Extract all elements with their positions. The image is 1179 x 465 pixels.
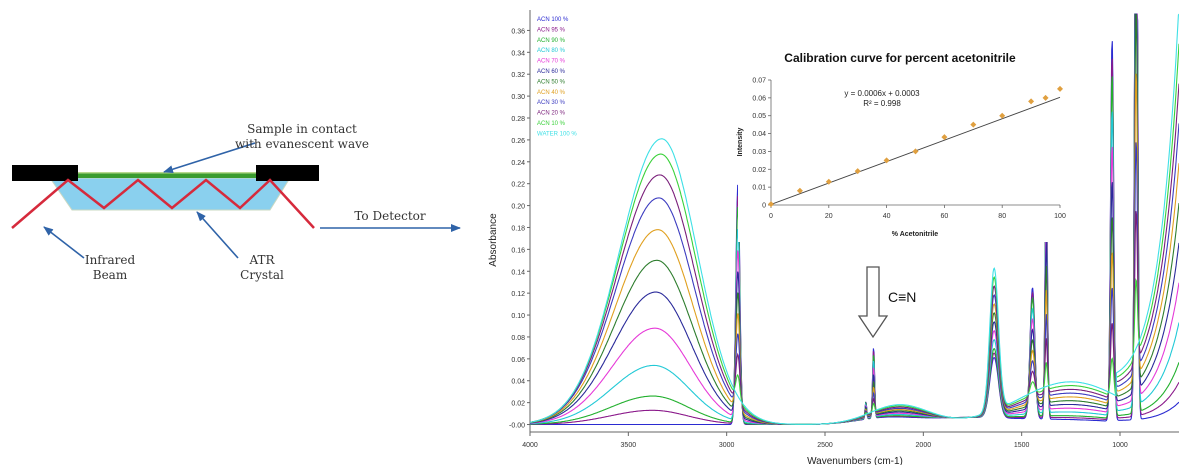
- sample-label-line1: Sample in contact: [247, 122, 357, 136]
- spectrum-y-axis-label: Absorbance: [488, 213, 499, 267]
- cn-label: C≡N: [888, 289, 916, 305]
- spectrum-y-tick-label: 0.30: [511, 94, 525, 101]
- calibration-data-point: [825, 178, 832, 185]
- spectrum-x-tick-label: 1500: [1014, 442, 1030, 449]
- spectrum-y-tick-label: 0.14: [511, 269, 525, 276]
- sample-label-line2: with evanescent wave: [235, 137, 369, 151]
- calibration-x-tick-label: 60: [941, 213, 949, 220]
- spectrum-y-tick-label: 0.20: [511, 204, 525, 211]
- calibration-data-point: [999, 112, 1006, 119]
- calibration-x-tick-label: 80: [998, 213, 1006, 220]
- spectrum-x-tick-label: 3500: [621, 442, 637, 449]
- calibration-data-point: [1057, 85, 1063, 92]
- sample-layer: [78, 173, 256, 178]
- calibration-data-point: [796, 187, 803, 194]
- spectrum-legend-item: ACN 30 %: [537, 100, 566, 106]
- calibration-r2: R² = 0.998: [863, 99, 901, 108]
- calibration-background: [738, 42, 1070, 242]
- spectrum-y-tick-label: -0.00: [509, 423, 525, 430]
- ir-beam-label-line1: Infrared: [85, 253, 136, 267]
- calibration-x-tick-label: 20: [825, 213, 833, 220]
- calibration-x-tick-label: 100: [1054, 213, 1066, 220]
- spectrum-x-tick-label: 1000: [1112, 442, 1128, 449]
- spectrum-y-tick-label: 0.02: [511, 401, 525, 408]
- spectrum-y-tick-label: 0.12: [511, 291, 525, 298]
- calibration-title: Calibration curve for percent acetonitri…: [784, 51, 1016, 65]
- spectrum-x-axis-label: Wavenumbers (cm-1): [807, 456, 903, 465]
- infrared-beam-path: [11, 178, 315, 229]
- cn-stretch-annotation: C≡N: [857, 266, 916, 339]
- calibration-x-tick-label: 40: [883, 213, 891, 220]
- spectrum-x-tick-label: 2500: [817, 442, 833, 449]
- calibration-y-tick-label: 0.03: [752, 149, 766, 156]
- spectrum-y-tick-label: 0.10: [511, 313, 525, 320]
- calibration-data-point: [768, 201, 774, 208]
- calibration-curve-inset: Calibration curve for percent acetonitri…: [737, 42, 1070, 242]
- spectrum-legend-item: ACN 50 %: [537, 79, 566, 85]
- ir-beam-label-line2: Beam: [93, 268, 128, 282]
- calibration-data-point: [970, 121, 977, 128]
- spectrum-y-tick-label: 0.22: [511, 182, 525, 189]
- spectrum-y-tick-label: 0.04: [511, 379, 525, 386]
- spectrum-legend-item: ACN 60 %: [537, 69, 566, 75]
- spectrum-x-tick-label: 2000: [916, 442, 932, 449]
- spectrum-y-tick-label: 0.18: [511, 225, 525, 232]
- atr-crystal-label-line1: ATR: [248, 253, 275, 267]
- spectrum-y-tick-label: 0.16: [511, 247, 525, 254]
- spectrum-y-tick-label: 0.36: [511, 28, 525, 35]
- calibration-y-tick-label: 0.01: [752, 185, 766, 192]
- calibration-data-point: [1028, 98, 1035, 105]
- calibration-y-tick-label: 0.02: [752, 167, 766, 174]
- calibration-y-tick-label: 0.06: [752, 95, 766, 102]
- cn-down-arrow: [857, 266, 889, 339]
- atr-diagram: Sample in contact with evanescent wave I…: [11, 122, 461, 282]
- spectrum-y-tick-label: 0.32: [511, 72, 525, 79]
- sample-arrow: [163, 142, 256, 174]
- calibration-y-tick-label: 0.07: [752, 78, 766, 85]
- spectrum-y-tick-label: 0.08: [511, 335, 525, 342]
- spectrum-y-tick-label: 0.06: [511, 357, 525, 364]
- calibration-y-axis-label: Intensity: [737, 128, 744, 157]
- to-detector-label: To Detector: [354, 209, 426, 223]
- holder-left: [12, 165, 78, 181]
- spectrum-legend-item: ACN 10 %: [537, 121, 566, 127]
- calibration-y-tick-label: 0.04: [752, 131, 766, 138]
- spectrum-y-tick-label: 0.34: [511, 50, 525, 57]
- holder-right: [256, 165, 319, 181]
- calibration-equation: y = 0.0006x + 0.0003: [844, 89, 920, 98]
- spectrum-legend-item: ACN 80 %: [537, 48, 566, 54]
- spectrum-legend-item: ACN 20 %: [537, 111, 566, 117]
- calibration-x-axis-label: % Acetonitrile: [892, 231, 939, 238]
- calibration-x-tick-label: 0: [769, 213, 773, 220]
- ir-beam-arrow: [43, 226, 85, 259]
- atr-crystal-arrow: [196, 211, 239, 259]
- calibration-data-point: [854, 168, 861, 175]
- atr-crystal-label-line2: Crystal: [240, 268, 284, 282]
- spectrum-legend-item: ACN 70 %: [537, 59, 566, 65]
- spectrum-x-tick-label: 4000: [522, 442, 538, 449]
- calibration-data-point: [941, 134, 948, 141]
- spectrum-legend-item: WATER 100 %: [537, 131, 577, 137]
- spectrum-legend-item: ACN 95 %: [537, 27, 566, 33]
- calibration-y-tick-label: 0.05: [752, 113, 766, 120]
- spectrum-legend-item: ACN 40 %: [537, 90, 566, 96]
- sample-layer-highlight: [78, 172, 256, 174]
- calibration-data-point: [883, 157, 890, 164]
- calibration-data-point: [912, 148, 919, 155]
- spectrum-y-tick-label: 0.24: [511, 160, 525, 167]
- calibration-data-point: [1042, 94, 1049, 101]
- spectrum-x-tick-label: 3000: [719, 442, 735, 449]
- spectrum-y-tick-label: 0.28: [511, 116, 525, 123]
- calibration-y-tick-label: 0: [762, 203, 766, 210]
- spectrum-series-line: [529, 13, 1179, 425]
- spectrum-legend-item: ACN 100 %: [537, 17, 569, 23]
- spectrum-y-tick-label: 0.26: [511, 138, 525, 145]
- spectrum-legend-item: ACN 90 %: [537, 38, 566, 44]
